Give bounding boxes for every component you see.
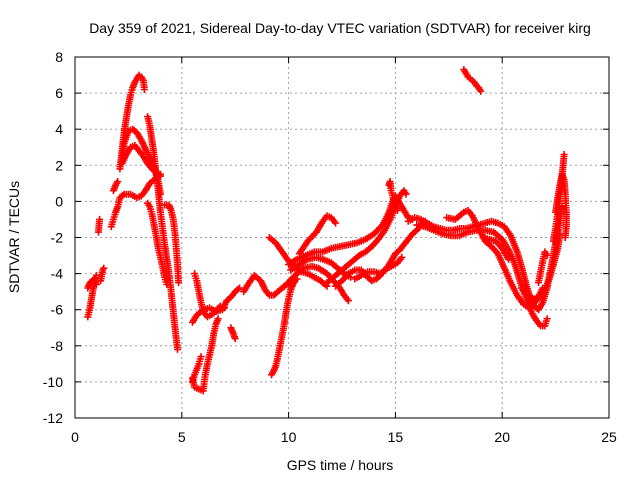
data-series-arc-22 bbox=[283, 262, 352, 305]
data-point bbox=[92, 271, 100, 279]
data-series-arc-11 bbox=[144, 199, 171, 288]
data-point bbox=[561, 234, 569, 241]
data-point bbox=[543, 315, 551, 323]
data-series-arc-25 bbox=[323, 187, 410, 287]
data-series-arc-32 bbox=[479, 234, 513, 263]
x-tick-label: 5 bbox=[178, 429, 186, 445]
y-tick-label: 4 bbox=[55, 121, 63, 137]
y-tick-label: -4 bbox=[51, 266, 64, 282]
data-point bbox=[100, 264, 108, 272]
data-point bbox=[140, 86, 148, 93]
data-point bbox=[236, 284, 243, 292]
y-tick-label: 0 bbox=[55, 193, 63, 209]
data-series-arc-28 bbox=[385, 178, 401, 214]
data-series-arc-27 bbox=[332, 253, 406, 290]
data-series-arc-19 bbox=[268, 277, 299, 379]
y-tick-label: 2 bbox=[55, 157, 63, 173]
data-point bbox=[175, 279, 183, 287]
data-point bbox=[221, 304, 228, 312]
y-tick-label: -2 bbox=[51, 230, 64, 246]
y-tick-label: 8 bbox=[55, 49, 63, 65]
x-tick-label: 0 bbox=[71, 429, 79, 445]
x-tick-label: 25 bbox=[601, 429, 617, 445]
data-series-arc-33 bbox=[517, 230, 564, 303]
data-series-arc-34 bbox=[535, 248, 551, 287]
data-series-arc-14 bbox=[189, 353, 205, 386]
data-point bbox=[163, 280, 171, 288]
data-series-arc-4 bbox=[97, 264, 108, 285]
data-point bbox=[543, 252, 551, 259]
data-series-arc-9 bbox=[109, 178, 122, 195]
x-tick-label: 20 bbox=[494, 429, 510, 445]
data-point bbox=[197, 353, 205, 361]
data-point bbox=[505, 255, 513, 263]
data-series-arc-2 bbox=[84, 275, 100, 292]
data-series-arc-23 bbox=[295, 212, 340, 258]
y-tick-label: -10 bbox=[43, 374, 63, 390]
y-tick-label: -12 bbox=[43, 410, 63, 426]
data-point bbox=[114, 178, 122, 185]
data-point bbox=[398, 253, 406, 261]
data-point bbox=[394, 206, 401, 214]
axis-ticks: -12 -10 -8 -6 -4 -2 0 2 4 6 8 0 5 10 15 20 25 bbox=[43, 49, 617, 445]
data-point bbox=[174, 345, 181, 353]
data-series-arc-16 bbox=[191, 270, 228, 321]
data-point bbox=[477, 87, 485, 95]
data-point bbox=[332, 219, 340, 227]
data-point bbox=[119, 191, 127, 199]
data-series-arc-37 bbox=[460, 66, 485, 95]
x-axis-title: GPS time / hours bbox=[287, 457, 394, 473]
data-series-arc-17 bbox=[227, 324, 239, 343]
data-point bbox=[96, 215, 104, 223]
data-point bbox=[560, 151, 568, 158]
x-tick-label: 10 bbox=[281, 429, 297, 445]
y-tick-label: -6 bbox=[51, 302, 64, 318]
data-point bbox=[344, 297, 352, 305]
plot-area bbox=[84, 66, 570, 395]
y-axis-label: SDTVAR / TECUs bbox=[6, 181, 22, 293]
data-series-arc-3 bbox=[95, 215, 104, 236]
data-point bbox=[92, 280, 100, 288]
y-tick-label: 6 bbox=[55, 85, 63, 101]
x-tick-label: 15 bbox=[388, 429, 404, 445]
data-point bbox=[231, 335, 239, 343]
data-point bbox=[402, 190, 410, 198]
data-series-arc-36 bbox=[552, 170, 570, 241]
plot-frame bbox=[74, 56, 610, 419]
data-point bbox=[214, 315, 222, 323]
chart-title: Day 359 of 2021, Sidereal Day-to-day VTE… bbox=[89, 20, 591, 36]
y-axis-title: SDTVAR / TECUs bbox=[6, 181, 22, 293]
data-point bbox=[234, 285, 242, 293]
data-series-arc-12 bbox=[161, 201, 183, 287]
y-tick-label: -8 bbox=[51, 338, 64, 354]
data-series-arc-10 bbox=[144, 113, 181, 353]
data-series-arc-24 bbox=[285, 192, 416, 269]
